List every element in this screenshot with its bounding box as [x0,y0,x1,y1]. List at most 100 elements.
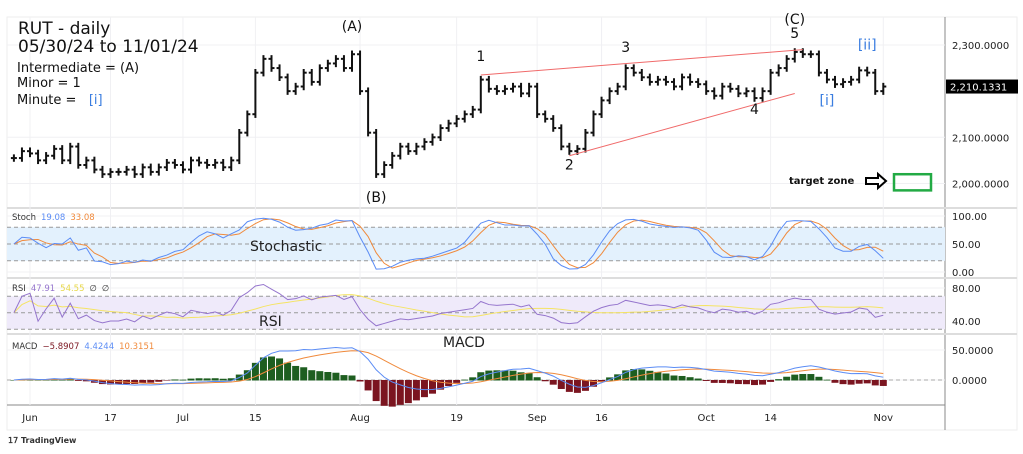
price-bar [566,142,573,155]
price-bar [671,78,677,91]
macd-histogram-bar [710,380,718,383]
macd-histogram-bar [364,380,372,391]
macd-histogram-bar [549,380,557,385]
price-bar [550,115,557,132]
price-bar [139,163,146,178]
macd-histogram-bar [630,369,638,381]
macd-histogram-bar [187,378,195,381]
price-bar [759,87,766,102]
price-bar [212,158,219,169]
x-tick-label: Oct [698,413,715,424]
macd-histogram-bar [251,362,259,381]
price-bar [485,75,492,93]
tradingview-logo[interactable]: 𝟣𝟩 TradingView [8,436,76,445]
price-bar [43,152,50,165]
price-bar [429,133,436,146]
date-range: 05/30/24 to 11/01/24 [18,37,199,57]
last-price-label: 2,210.1331 [950,83,1007,94]
price-bar [840,78,847,88]
macd-histogram-bar [863,380,871,384]
price-bar [695,78,702,88]
macd-legend[interactable]: MACD −5.8907 4.4244 10.3151 [12,342,159,352]
price-bar [622,64,629,91]
price-bar [284,73,291,95]
price-bar [188,156,194,174]
macd-tick-label: 50.0000 [952,346,993,357]
price-bar [606,87,613,105]
x-tick-label: 19 [450,413,463,424]
macd-tick-label: 0.0000 [952,376,987,387]
price-bar [405,142,412,155]
price-bar [534,82,541,118]
trendline [480,49,803,76]
price-tick-label: 2,300.0000 [952,41,1009,52]
price-bar [703,80,710,95]
price-bar [236,128,243,165]
price-bar [18,147,25,162]
macd-histogram-bar [163,380,171,381]
price-bar [510,82,516,93]
macd-histogram-bar [420,380,428,398]
rsi-legend[interactable]: RSI 47.91 54.55 ∅ ∅ [12,284,114,294]
price-bar [493,85,500,95]
macd-histogram-bar [82,380,90,382]
price-bar [437,124,444,141]
rsi-z2: ∅ [101,284,110,294]
wave-label: (C) [784,12,805,28]
price-tick-label: 2,000.0000 [952,179,1009,190]
macd-histogram-bar [324,371,332,381]
price-bar [300,68,307,91]
stoch-legend[interactable]: Stoch 19.08 33.08 [12,213,100,223]
macd-histogram-bar [155,380,163,382]
price-bar [461,110,468,123]
macd-histogram-bar [179,379,187,381]
macd-histogram-bar [388,380,396,407]
macd-histogram-bar [783,376,791,381]
price-bar [171,158,178,169]
stoch-d-value: 33.08 [70,213,95,223]
macd-histogram-bar [380,380,388,406]
rsi-annotation: RSI [259,314,282,330]
price-bar [163,158,170,171]
price-bar [630,64,637,77]
price-bar [397,142,404,160]
rsi-ma-line [13,294,884,319]
macd-histogram-bar [694,378,702,381]
wave-label: 3 [621,40,630,56]
wave-label: (B) [366,190,387,206]
macd-histogram-bar [308,370,316,381]
price-bar [244,110,251,137]
macd-histogram-bar [485,370,493,381]
macd-histogram-bar [259,357,267,381]
macd-histogram-bar [74,380,82,381]
macd-hist-value: −5.8907 [42,342,80,352]
price-bar [864,66,871,77]
price-bar [220,158,227,171]
price-bar [501,85,508,95]
price-bar [542,110,549,123]
x-tick-label: Jul [176,413,189,424]
price-bar [196,156,203,167]
price-bar [815,50,822,77]
macd-name: MACD [12,342,38,352]
target-zone-label: target zone [789,176,855,187]
macd-histogram-bar [147,380,155,383]
price-bar [848,75,855,86]
price-bar [389,152,396,169]
macd-histogram-bar [557,380,565,389]
stoch-d-line [13,218,884,269]
price-bar [526,82,533,98]
macd-histogram-bar [517,372,525,381]
macd-line [13,347,884,391]
x-tick-label: Sep [528,413,547,424]
macd-histogram-bar [654,371,662,381]
price-bar [872,68,879,95]
price-bar [775,64,782,77]
price-bar [308,68,315,86]
macd-histogram-bar [606,377,614,381]
macd-histogram-bar [348,375,356,381]
stoch-k-value: 19.08 [41,213,66,223]
price-bar [727,82,734,93]
price-bar [179,161,186,174]
